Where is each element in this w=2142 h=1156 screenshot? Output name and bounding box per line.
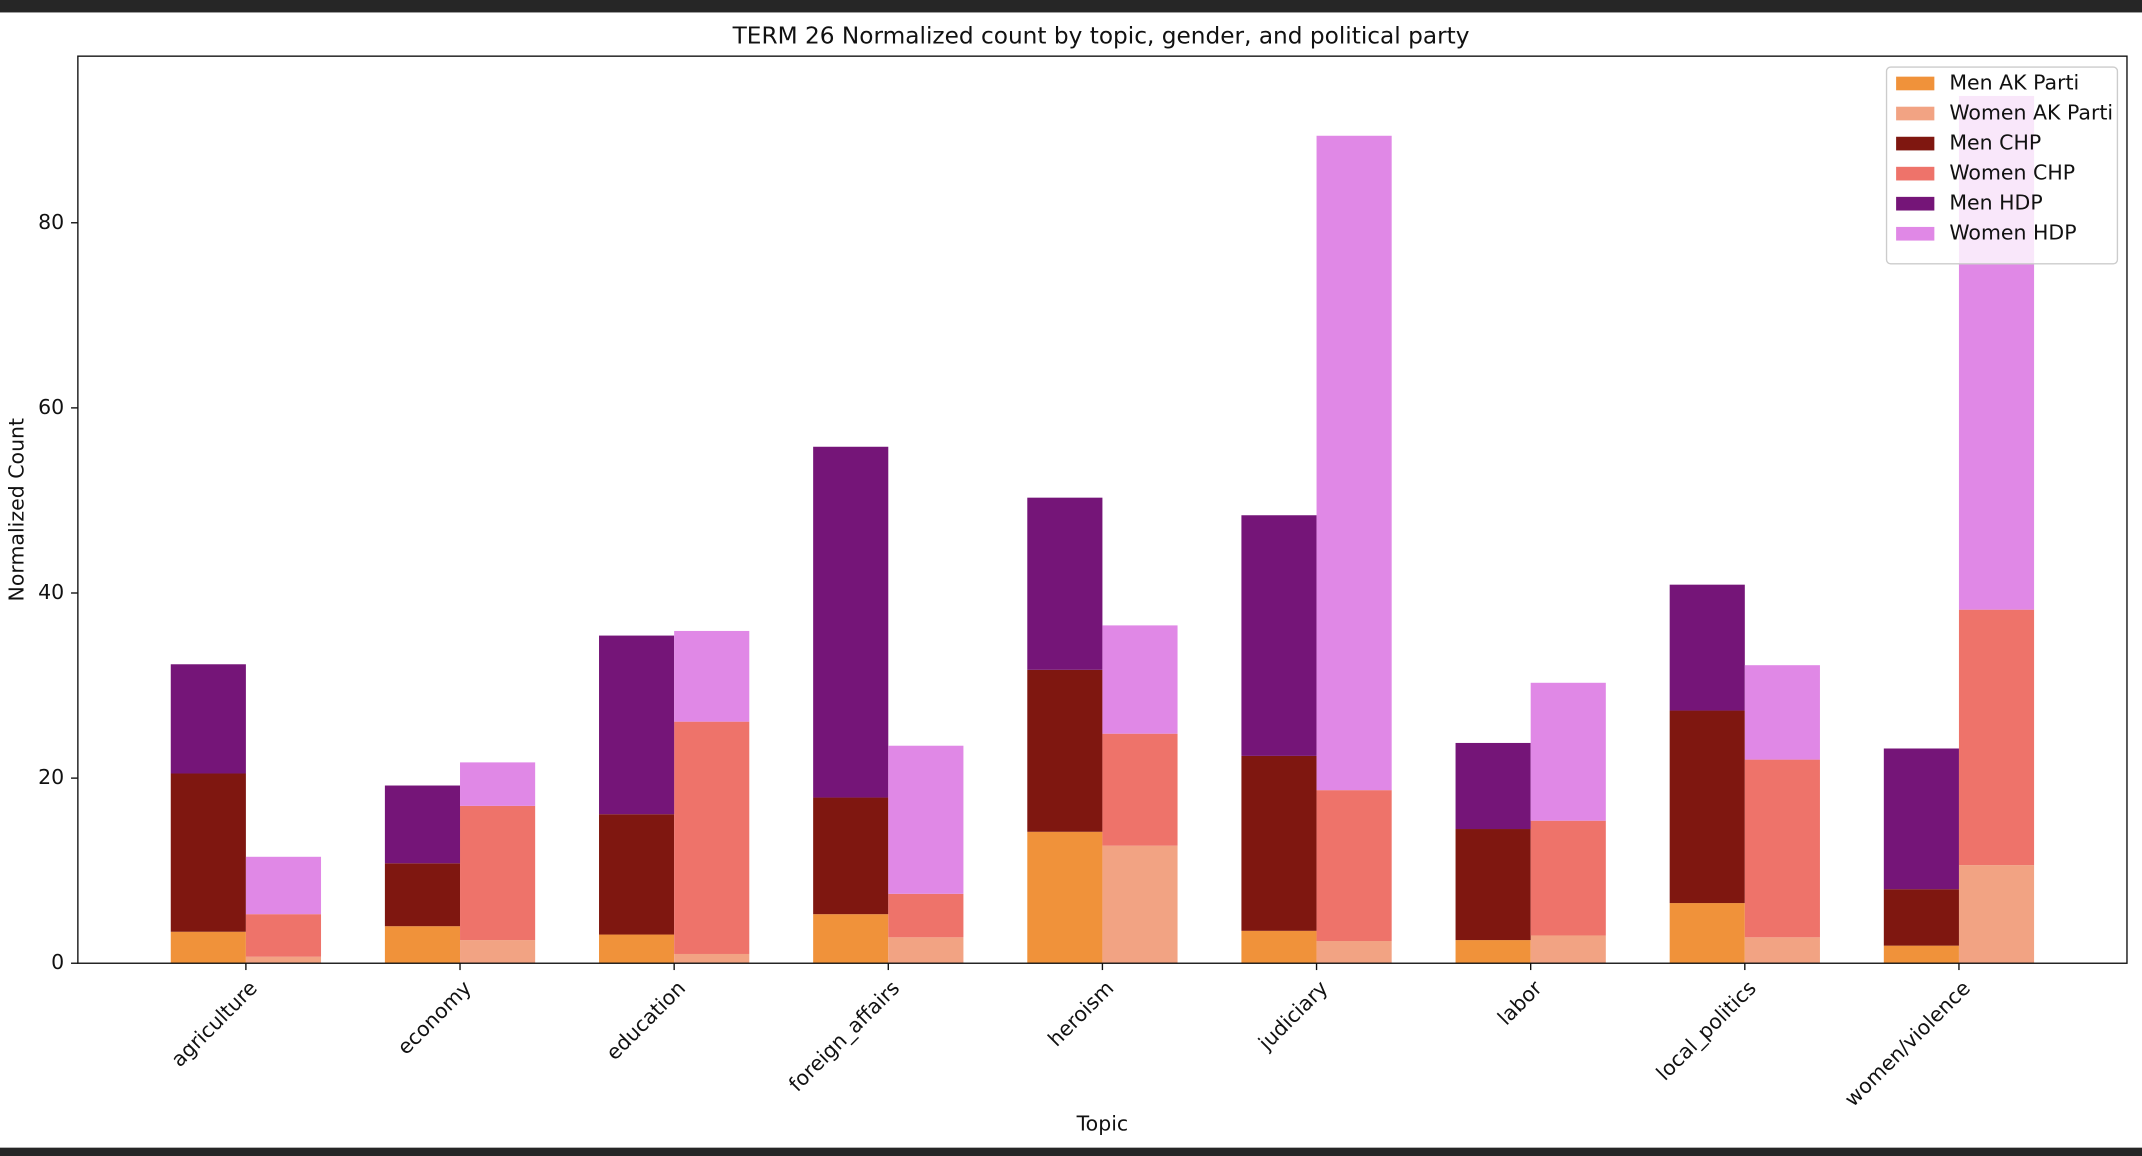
legend-swatch (1896, 136, 1935, 151)
legend-label: Women CHP (1949, 161, 2075, 185)
legend-box (1885, 66, 2119, 265)
bar-segment (1027, 669, 1103, 832)
bar-segment (1958, 865, 2035, 964)
bar-segment (674, 953, 750, 964)
legend-swatch (1896, 226, 1935, 241)
y-tick-label: 20 (38, 765, 64, 789)
bar-segment (1883, 945, 1959, 964)
legend-label: Women AK Parti (1949, 101, 2113, 125)
legend-label: Men AK Parti (1949, 70, 2079, 94)
bar-segment (1744, 665, 1820, 760)
plot-frame (77, 55, 2128, 964)
bar-segment (245, 956, 322, 964)
legend-swatch (1896, 166, 1935, 181)
y-tick-label: 60 (38, 395, 64, 419)
bar-segment (1744, 759, 1820, 938)
bar-segment (1455, 829, 1531, 941)
chart-title: TERM 26 Normalized count by topic, gende… (732, 23, 1470, 50)
bar-segment (888, 745, 964, 894)
bar-segment (1102, 733, 1178, 846)
bar-segment (888, 893, 964, 938)
bar-segment (384, 785, 461, 864)
y-tick-label: 0 (51, 950, 64, 974)
bar-segment (813, 914, 889, 964)
bar-segment (1883, 748, 1959, 890)
legend-swatch (1896, 196, 1935, 211)
bar-segment (460, 940, 536, 964)
bar-segment (813, 446, 889, 798)
bar-segment (599, 934, 675, 964)
bar-segment (1316, 790, 1392, 942)
bar-segment (170, 664, 246, 774)
bar-segment (1958, 609, 2035, 866)
bar-segment (170, 931, 246, 964)
y-tick-label: 40 (38, 580, 64, 604)
bar-segment (1530, 682, 1606, 821)
bar-segment (1455, 742, 1531, 830)
bar-segment (1455, 940, 1531, 964)
legend-label: Women HDP (1949, 221, 2076, 245)
legend-label: Men HDP (1949, 191, 2042, 215)
bar-segment (1102, 625, 1178, 734)
bar-segment (599, 814, 675, 935)
bar-segment (1027, 831, 1103, 964)
bar-segment (1669, 584, 1745, 711)
legend: Men AK Parti Women AK Parti Men CHP Women C… (1885, 66, 2119, 265)
bar-segment (384, 926, 461, 964)
bar-segment (384, 863, 461, 927)
bar-segment (1241, 755, 1317, 931)
legend-label: Men CHP (1949, 131, 2041, 155)
bar-segment (1530, 935, 1606, 964)
bar-segment (1027, 497, 1103, 670)
bar-segment (1669, 710, 1745, 904)
bar-segment (888, 937, 964, 964)
bar-segment (1744, 937, 1820, 964)
bar-segment (674, 721, 750, 954)
x-axis-label: Topic (1076, 1111, 1129, 1135)
bar-segment (1241, 515, 1317, 756)
bar-segment (460, 762, 536, 806)
bar-segment (599, 635, 675, 815)
y-tick-label: 80 (38, 210, 64, 234)
bar-segment (1316, 135, 1392, 791)
bar-segment (460, 805, 536, 941)
legend-swatch (1896, 106, 1935, 121)
bar-segment (813, 797, 889, 915)
y-axis-label: Normalized Count (5, 418, 29, 602)
bar-segment (245, 914, 322, 957)
bar-segment (1102, 845, 1178, 964)
bar-segment (1530, 820, 1606, 936)
bar-segment (245, 856, 322, 915)
bar-segment (1241, 930, 1317, 964)
bar-segment (1316, 941, 1392, 964)
bar-segment (674, 630, 750, 722)
bar-segment (1883, 889, 1959, 946)
legend-swatch (1896, 76, 1935, 91)
bar-segment (170, 773, 246, 932)
bar-segment (1669, 903, 1745, 964)
